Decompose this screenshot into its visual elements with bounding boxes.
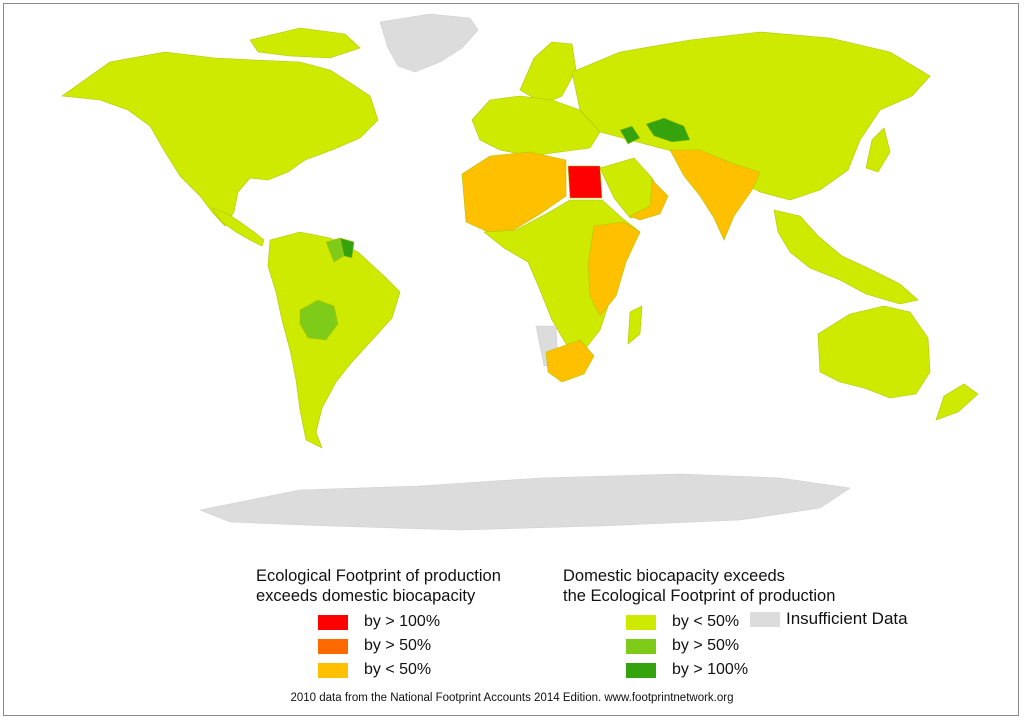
region-scandinavia xyxy=(519,41,577,105)
legend-item-bio-lt50: by < 50% xyxy=(626,612,739,632)
legend-left-heading-line1: Ecological Footprint of production xyxy=(256,567,501,585)
region-north-africa xyxy=(461,151,567,233)
legend-swatch-lightgreen xyxy=(626,638,656,654)
region-india xyxy=(669,149,761,241)
region-south-america xyxy=(267,231,401,449)
region-russia-asia xyxy=(571,31,931,201)
legend-label: by > 50% xyxy=(672,637,740,654)
legend-item-insufficient: Insufficient Data xyxy=(750,609,908,629)
legend-item-exceeds-100: by > 100% xyxy=(318,612,440,632)
region-east-africa xyxy=(587,221,641,317)
region-south-africa xyxy=(545,339,595,383)
legend-label: by < 50% xyxy=(672,613,740,630)
legend-swatch-orange xyxy=(318,638,348,654)
legend-item-bio-gt50: by > 50% xyxy=(626,636,739,656)
legend-swatch-amber xyxy=(318,662,348,678)
region-antarctica xyxy=(199,473,851,531)
legend-label: by > 100% xyxy=(672,661,749,678)
legend-left-heading-line2: exceeds domestic biocapacity xyxy=(256,587,476,605)
legend-right-heading-line1: Domestic biocapacity exceeds xyxy=(563,567,785,585)
source-footnote: 2010 data from the National Footprint Ac… xyxy=(290,692,734,704)
legend-swatch-red xyxy=(318,614,348,630)
region-japan xyxy=(865,127,891,173)
region-central-asia-green xyxy=(645,117,691,143)
legend-swatch-yellowgreen xyxy=(626,614,656,630)
region-suriname xyxy=(339,237,355,259)
region-central-america xyxy=(211,207,265,247)
legend-item-exceeds-lt50: by < 50% xyxy=(318,660,431,680)
region-australia xyxy=(817,305,931,399)
region-egypt xyxy=(567,165,603,199)
region-north-america-islands xyxy=(249,27,361,59)
world-map xyxy=(61,13,979,531)
region-new-zealand xyxy=(935,383,979,421)
legend-right-heading-line2: the Ecological Footprint of production xyxy=(563,587,836,605)
legend-swatch-darkgreen xyxy=(626,662,656,678)
region-oman-yemen xyxy=(629,179,669,221)
region-bolivia xyxy=(299,299,339,341)
region-southeast-asia xyxy=(773,209,919,305)
legend-label: by < 50% xyxy=(364,661,432,678)
region-greenland xyxy=(379,13,479,73)
legend-item-bio-gt100: by > 100% xyxy=(626,660,748,680)
region-central-asia-green-2 xyxy=(619,125,641,145)
legend-swatch-gray xyxy=(750,611,780,627)
region-north-america xyxy=(61,51,379,227)
legend-item-exceeds-50: by > 50% xyxy=(318,636,431,656)
region-europe xyxy=(471,95,601,157)
legend-label: by > 50% xyxy=(364,637,432,654)
region-madagascar xyxy=(627,305,643,345)
legend-label: Insufficient Data xyxy=(786,609,908,628)
legend-label: by > 100% xyxy=(364,613,441,630)
